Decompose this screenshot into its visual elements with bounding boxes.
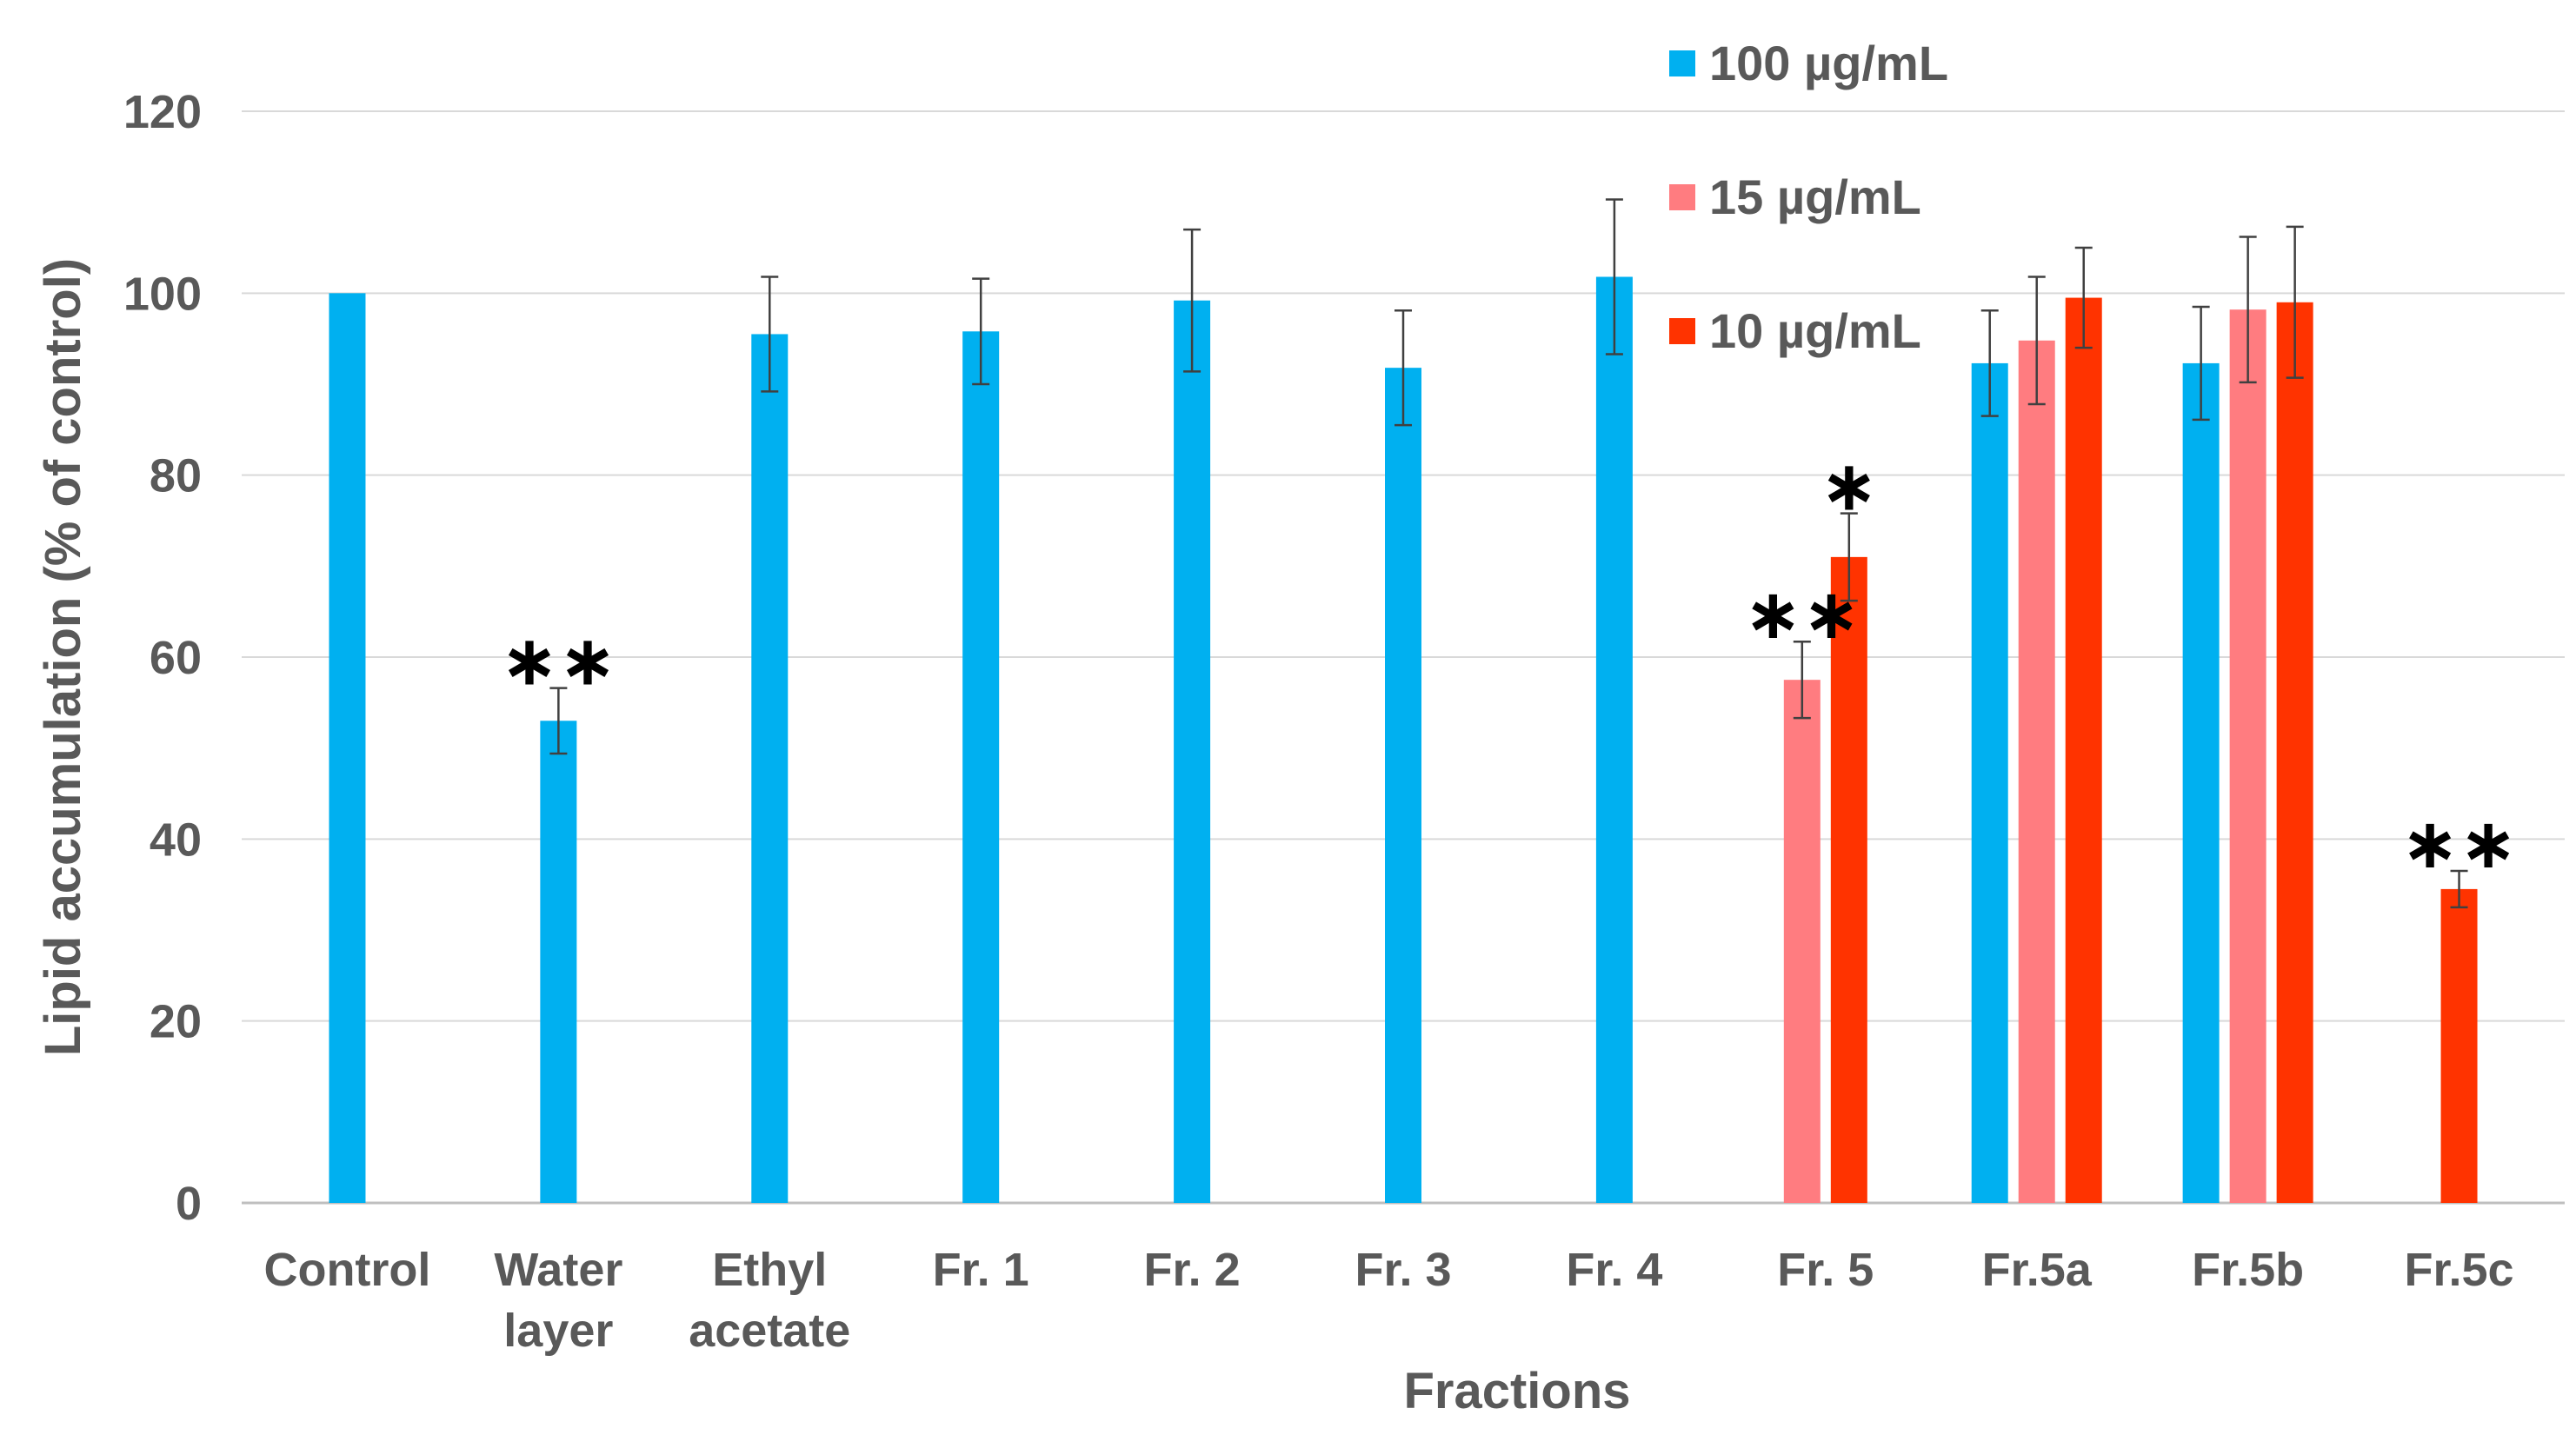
legend-swatch (1669, 50, 1695, 76)
bar (2276, 302, 2313, 1203)
bar (540, 721, 577, 1203)
x-tick-label: Fr. 3 (1355, 1244, 1451, 1296)
x-tick-label: Fr.5c (2404, 1244, 2513, 1296)
legend-label: 100 µg/mL (1709, 36, 1948, 90)
legend-swatch (1669, 318, 1695, 344)
bar (751, 334, 789, 1203)
x-axis-ticks: Control Water layer Ethyl acetate Fr. 1 Fr. 2 F… (263, 1244, 2513, 1357)
y-tick-label: 60 (150, 632, 202, 684)
x-tick-label-line: layer (503, 1305, 613, 1357)
x-tick-label-line: Fr. 4 (1566, 1244, 1662, 1296)
bar (2065, 297, 2102, 1204)
x-tick-label-line: Water (494, 1244, 622, 1296)
significance-markers: ∗∗∗∗∗∗∗ (500, 446, 2517, 884)
bar (2018, 340, 2055, 1203)
x-tick-label: Fr. 2 (1144, 1244, 1241, 1296)
x-tick-label: Fr. 1 (933, 1244, 1029, 1296)
x-tick-label-line: acetate (689, 1305, 850, 1357)
x-tick-label: Fr.5b (2192, 1244, 2304, 1296)
legend-label: 15 µg/mL (1709, 169, 1921, 224)
bar (1830, 556, 1867, 1203)
bar (1174, 300, 1211, 1203)
x-axis-title: Fractions (1403, 1363, 1630, 1419)
significance-marker: ∗∗ (500, 621, 616, 701)
x-tick-label: Control (263, 1244, 430, 1296)
bar (1595, 276, 1633, 1203)
x-tick-label: Fr. 5 (1777, 1244, 1874, 1296)
x-tick-label-line: Fr.5c (2404, 1244, 2513, 1296)
y-tick-label: 100 (123, 268, 202, 320)
bar (2440, 888, 2478, 1203)
x-tick-label-line: Fr. 1 (933, 1244, 1029, 1296)
y-tick-label: 120 (123, 86, 202, 138)
legend-label: 10 µg/mL (1709, 303, 1921, 358)
significance-marker: ∗∗ (2401, 803, 2518, 884)
x-tick-label: Ethyl acetate (689, 1244, 850, 1357)
y-tick-label: 80 (150, 450, 202, 502)
y-axis-ticks: 0 20 40 60 80 100 120 (123, 86, 202, 1230)
significance-marker: ∗ (1820, 446, 1878, 527)
bar (1971, 362, 2008, 1204)
significance-marker: ∗∗ (1744, 574, 1860, 654)
x-tick-label: Fr. 4 (1566, 1244, 1662, 1296)
bar (1783, 680, 1821, 1203)
bar (2229, 309, 2266, 1203)
x-tick-label-line: Control (263, 1244, 430, 1296)
x-tick-label-line: Fr. 5 (1777, 1244, 1874, 1296)
x-tick-label-line: Ethyl (712, 1244, 827, 1296)
bar (962, 331, 1000, 1203)
x-tick-label-line: Fr. 2 (1144, 1244, 1241, 1296)
x-tick-label-line: Fr.5b (2192, 1244, 2304, 1296)
error-bars (549, 198, 2468, 909)
y-tick-label: 20 (150, 996, 202, 1048)
x-tick-label-line: Fr.5a (1982, 1244, 2093, 1296)
bar (329, 293, 366, 1203)
y-tick-label: 40 (150, 814, 202, 866)
bar (2182, 362, 2220, 1204)
y-tick-label: 0 (176, 1178, 202, 1230)
bar (1385, 368, 1421, 1203)
x-tick-label: Water layer (494, 1244, 622, 1357)
legend-swatch (1669, 184, 1695, 210)
y-axis-title: Lipid accumulation (% of control) (35, 258, 91, 1056)
legend: 100 µg/mL 15 µg/mL 10 µg/mL (1669, 36, 1948, 358)
bars (329, 276, 2478, 1204)
x-tick-label-line: Fr. 3 (1355, 1244, 1451, 1296)
x-tick-label: Fr.5a (1982, 1244, 2093, 1296)
